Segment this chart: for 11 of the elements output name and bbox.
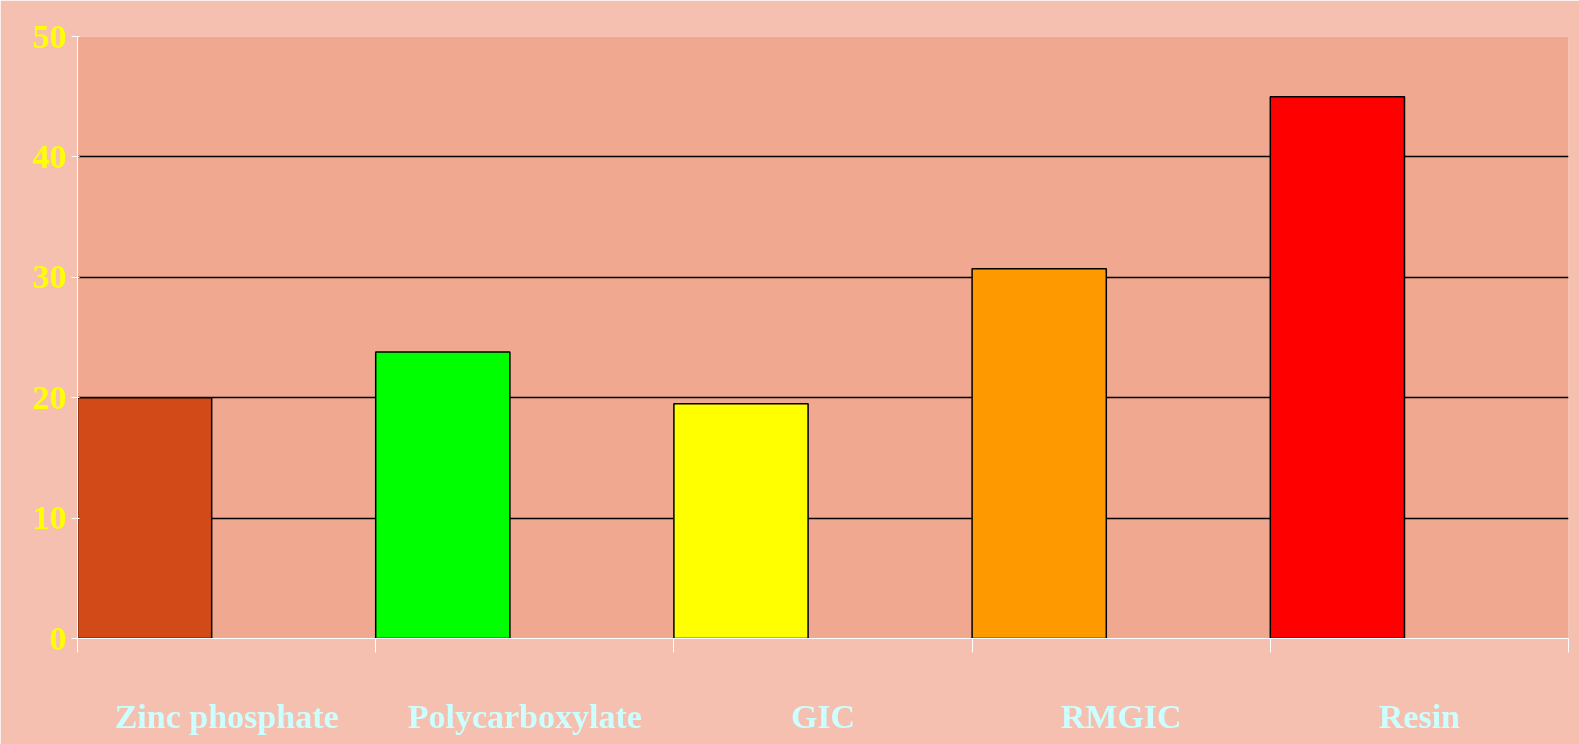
x-tick-label: RMGIC bbox=[1060, 697, 1182, 735]
x-tick-label: Resin bbox=[1378, 697, 1461, 735]
x-tick-label: Zinc phosphate bbox=[114, 697, 339, 735]
y-tick-label: 0 bbox=[49, 619, 67, 657]
x-tick-label: Polycarboxylate bbox=[407, 697, 642, 735]
y-tick-label: 40 bbox=[32, 137, 67, 175]
x-tick-label: GIC bbox=[790, 697, 856, 735]
y-tick-label: 30 bbox=[32, 258, 67, 296]
y-tick-label: 10 bbox=[32, 499, 67, 537]
y-tick-label: 50 bbox=[32, 17, 67, 55]
y-tick-label: 20 bbox=[32, 378, 67, 416]
